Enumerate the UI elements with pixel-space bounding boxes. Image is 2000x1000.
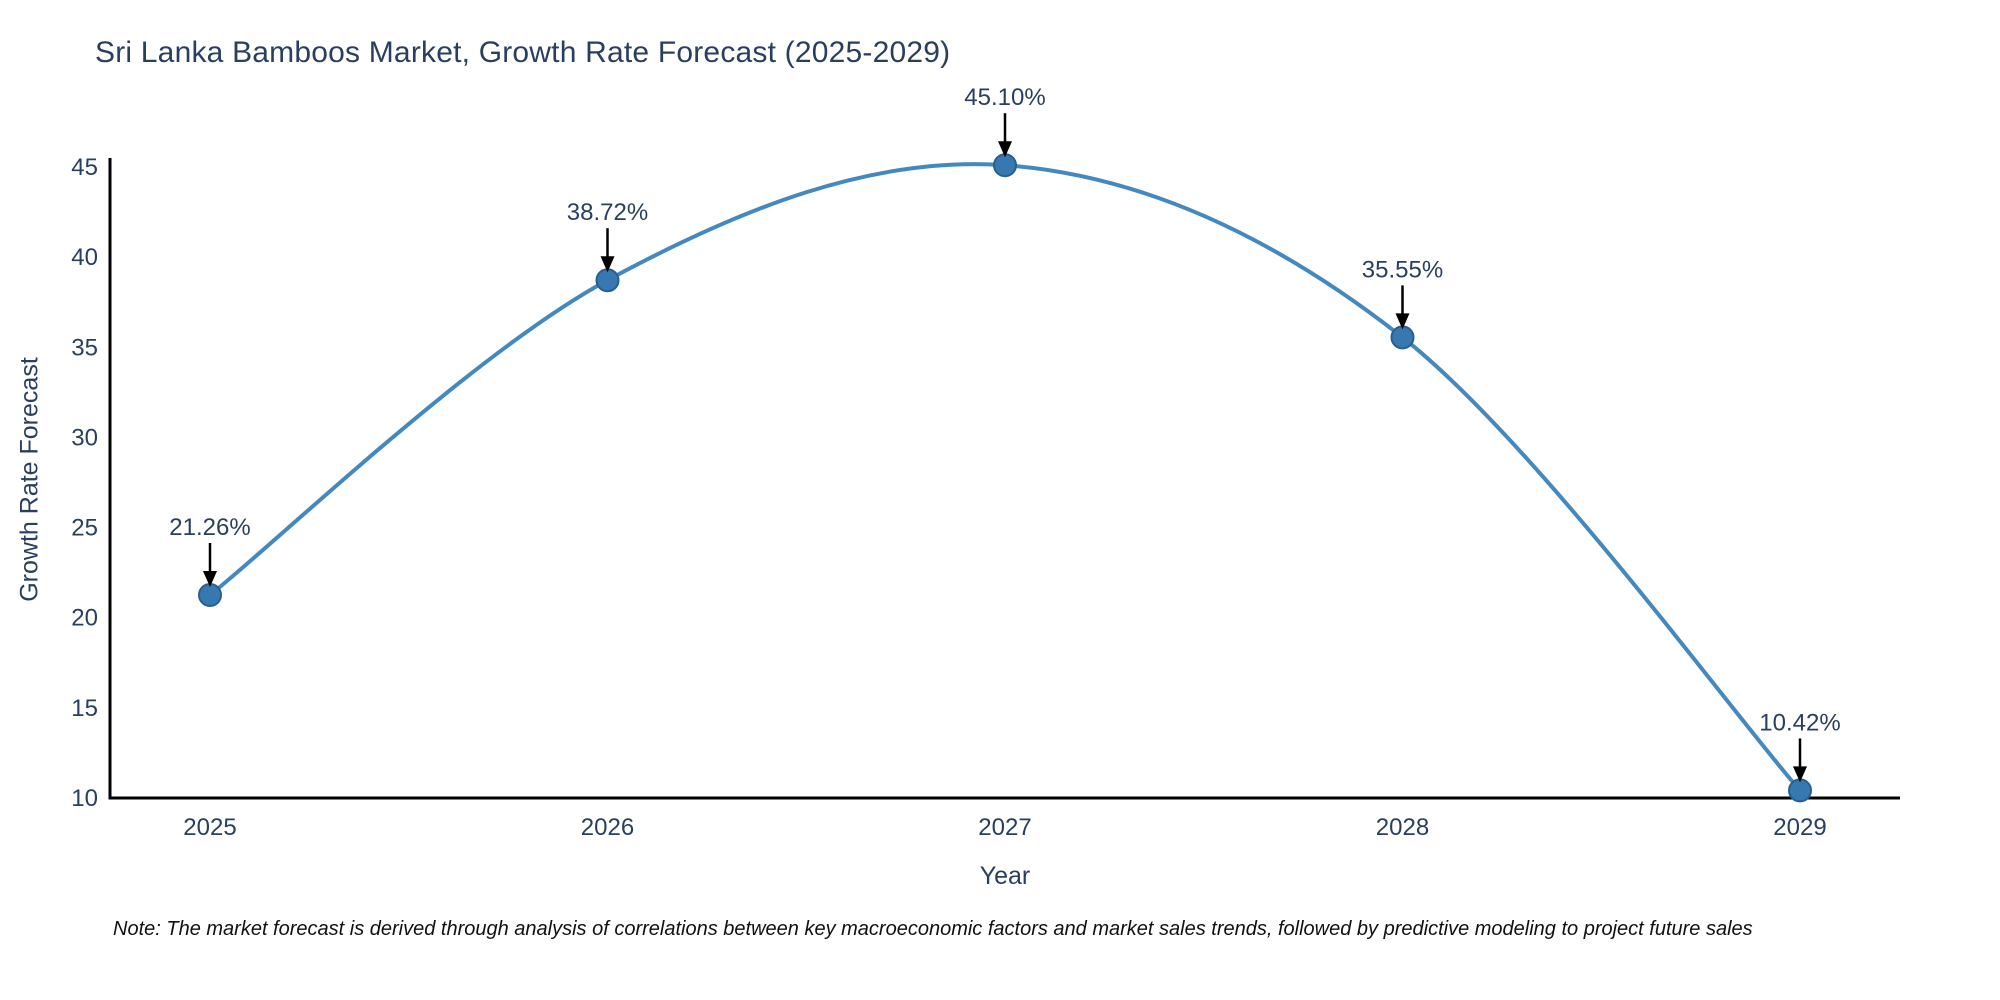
annotation-arrowhead [600,256,615,273]
annotation-arrowhead [1793,766,1807,783]
y-tick-label: 40 [71,244,98,271]
y-axis-title: Growth Rate Forecast [15,357,44,602]
x-tick-label: 2026 [581,814,634,841]
data-point-label: 45.10% [964,84,1045,111]
data-point-2029[interactable] [1788,778,1812,803]
y-tick-label: 20 [71,605,98,632]
chart-title: Sri Lanka Bamboos Market, Growth Rate Fo… [95,36,951,69]
annotation-arrowhead [1395,313,1410,330]
data-point-label: 35.55% [1362,256,1443,283]
data-point-2025[interactable] [198,582,222,607]
annotation-arrowhead [998,141,1012,158]
data-point-2026[interactable] [595,268,620,293]
y-tick-label: 45 [71,154,98,181]
y-tick-label: 35 [71,334,98,361]
x-axis-title: Year [979,862,1031,890]
annotation-arrowhead [203,570,217,587]
x-tick-label: 2028 [1376,814,1429,841]
y-tick-label: 25 [71,515,98,542]
data-point-2028[interactable] [1390,325,1415,350]
footnote: Note: The market forecast is derived thr… [113,918,1753,940]
x-tick-label: 2027 [978,814,1031,841]
data-point-2027[interactable] [993,153,1017,178]
data-point-label: 38.72% [567,199,648,226]
x-tick-label: 2025 [183,814,236,841]
forecast-line [208,162,1802,792]
y-tick-label: 15 [71,695,98,722]
x-tick-label: 2029 [1773,814,1826,841]
y-tick-label: 10 [71,785,98,812]
data-point-label: 10.42% [1759,709,1840,736]
y-tick-label: 30 [71,424,98,451]
data-point-label: 21.26% [169,514,250,541]
